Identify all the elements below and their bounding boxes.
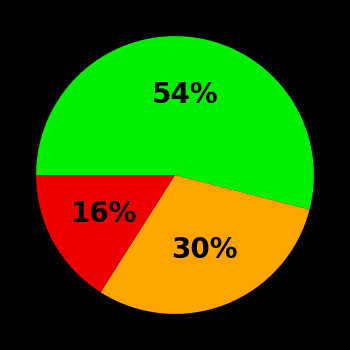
Text: 16%: 16% — [71, 200, 138, 228]
Text: 54%: 54% — [152, 81, 218, 109]
Wedge shape — [100, 175, 309, 314]
Wedge shape — [36, 36, 314, 210]
Text: 30%: 30% — [172, 236, 238, 264]
Wedge shape — [36, 175, 175, 292]
